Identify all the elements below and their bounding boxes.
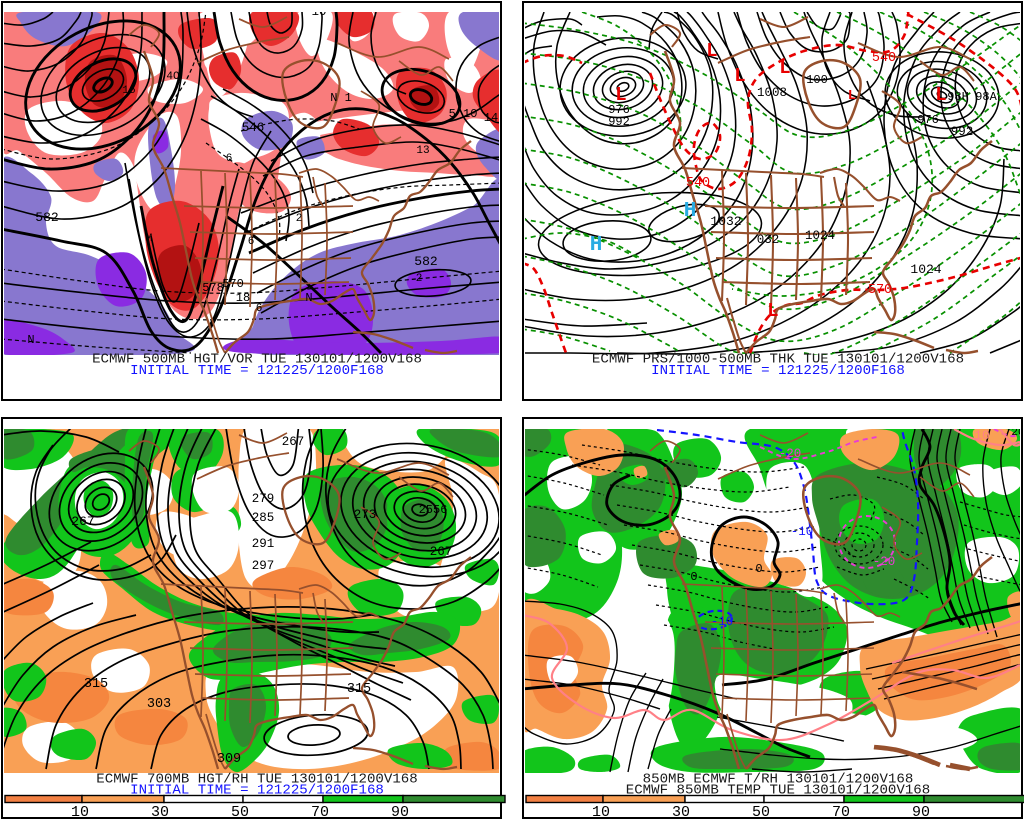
svg-text:291: 291 — [252, 537, 275, 551]
svg-text:570: 570 — [868, 283, 892, 298]
svg-text:1024: 1024 — [910, 262, 941, 277]
svg-text:578: 578 — [202, 281, 224, 295]
svg-text:18: 18 — [236, 291, 250, 305]
svg-text:2556: 2556 — [419, 503, 448, 517]
svg-text:285: 285 — [252, 511, 275, 525]
svg-text:L: L — [767, 300, 778, 322]
svg-text:INITIAL TIME = 121225/1200F168: INITIAL TIME = 121225/1200F168 — [130, 783, 384, 799]
svg-text:-10: -10 — [711, 615, 734, 629]
svg-text:267: 267 — [71, 514, 94, 529]
svg-text:582: 582 — [35, 210, 58, 225]
svg-text:267: 267 — [282, 435, 305, 449]
svg-text:N: N — [27, 333, 34, 347]
svg-text:L: L — [779, 57, 790, 79]
svg-text:-20: -20 — [873, 555, 896, 569]
svg-text:976: 976 — [608, 103, 630, 117]
svg-text:309: 309 — [217, 752, 241, 767]
svg-text:90: 90 — [912, 804, 930, 819]
svg-text:6: 6 — [256, 303, 263, 315]
svg-text:20: 20 — [1011, 427, 1024, 439]
svg-text:1008: 1008 — [757, 86, 787, 100]
svg-text:992: 992 — [608, 115, 630, 129]
svg-text:297: 297 — [252, 559, 275, 573]
svg-text:90: 90 — [391, 804, 409, 819]
svg-text:70: 70 — [832, 804, 850, 819]
svg-text:100: 100 — [806, 73, 828, 87]
svg-text:N: N — [305, 291, 312, 305]
svg-text:L: L — [615, 84, 626, 106]
svg-text:2: 2 — [296, 213, 303, 225]
svg-text:2: 2 — [416, 273, 423, 285]
svg-text:5 10: 5 10 — [449, 107, 478, 121]
svg-text:582: 582 — [414, 254, 437, 269]
svg-text:10: 10 — [311, 5, 326, 19]
svg-text:1024: 1024 — [805, 229, 835, 243]
svg-text:30: 30 — [672, 804, 690, 819]
svg-text:267: 267 — [430, 545, 453, 559]
svg-text:70: 70 — [311, 804, 329, 819]
svg-text:13: 13 — [416, 145, 429, 157]
svg-text:30: 30 — [151, 804, 169, 819]
svg-text:273: 273 — [354, 508, 377, 522]
svg-text:-20: -20 — [779, 447, 802, 461]
svg-text:10: 10 — [974, 428, 990, 443]
svg-text:4O: 4O — [166, 71, 180, 83]
svg-text:ECMWF PRS/1000-500MB THK TUE 1: ECMWF PRS/1000-500MB THK TUE 130101/1200… — [592, 352, 964, 368]
svg-text:850MB ECMWF T/RH 130101/1200V1: 850MB ECMWF T/RH 130101/1200V168 — [643, 772, 914, 788]
svg-text:303: 303 — [147, 697, 171, 712]
svg-text:10: 10 — [71, 804, 89, 819]
svg-text:14: 14 — [484, 111, 498, 125]
svg-text:546: 546 — [242, 121, 265, 135]
svg-text:98A: 98A — [975, 90, 997, 104]
svg-text:0: 0 — [755, 562, 762, 576]
svg-text:L: L — [734, 65, 745, 87]
svg-text:6: 6 — [226, 153, 233, 165]
svg-text:540: 540 — [872, 51, 896, 66]
svg-text:ECMWF 500MB HGT/VOR TUE 130101: ECMWF 500MB HGT/VOR TUE 130101/1200V168 — [92, 352, 422, 368]
svg-text:976: 976 — [917, 113, 939, 127]
svg-text:992: 992 — [951, 125, 974, 139]
svg-text:ECMWF 850MB TEMP TUE 130101/12: ECMWF 850MB TEMP TUE 130101/1200V168 — [626, 783, 930, 799]
svg-text:50: 50 — [231, 804, 249, 819]
svg-text:6: 6 — [248, 236, 255, 248]
svg-text:H: H — [684, 200, 697, 223]
svg-text:315: 315 — [84, 677, 108, 692]
svg-text:INITIAL TIME = 121225/1200F168: INITIAL TIME = 121225/1200F168 — [130, 363, 384, 379]
svg-text:50: 50 — [752, 804, 770, 819]
svg-text:ECMWF 700MB HGT/RH TUE 130101/: ECMWF 700MB HGT/RH TUE 130101/1200V168 — [96, 772, 417, 788]
svg-text:98H: 98H — [947, 90, 969, 104]
svg-text:570: 570 — [222, 277, 244, 291]
svg-text:-10: -10 — [791, 525, 814, 539]
svg-text:540: 540 — [686, 176, 710, 191]
svg-text:N 1: N 1 — [330, 91, 352, 105]
svg-text:L: L — [706, 40, 717, 62]
svg-text:1032: 1032 — [710, 214, 741, 229]
svg-text:279: 279 — [252, 492, 275, 506]
svg-text:H: H — [590, 234, 603, 257]
svg-text:315: 315 — [347, 682, 371, 697]
svg-text:032: 032 — [757, 233, 780, 247]
svg-text:L: L — [935, 84, 946, 106]
svg-text:16: 16 — [122, 85, 135, 97]
svg-text:0: 0 — [690, 570, 697, 584]
svg-text:L: L — [848, 88, 856, 104]
svg-text:INITIAL TIME = 121225/1200F168: INITIAL TIME = 121225/1200F168 — [651, 363, 905, 379]
svg-text:10: 10 — [592, 804, 610, 819]
svg-text:M: M — [146, 233, 153, 245]
